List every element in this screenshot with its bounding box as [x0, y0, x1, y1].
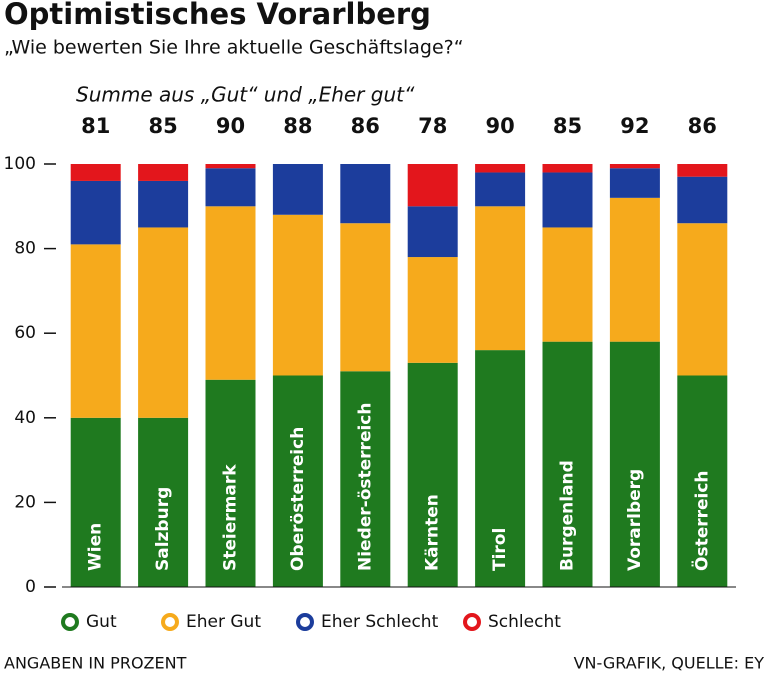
bar-segment — [407, 257, 458, 363]
bar-segment — [609, 197, 660, 342]
bar-segment — [407, 164, 458, 207]
y-tick-label: 100 — [4, 154, 36, 174]
sum-value: 85 — [553, 114, 582, 138]
bar-segment — [542, 341, 593, 587]
legend-marker — [463, 613, 481, 631]
bar-segment — [609, 164, 660, 169]
legend-marker — [296, 613, 314, 631]
bar-segment — [70, 417, 121, 587]
bar-segment — [70, 180, 121, 245]
bar-segment — [205, 168, 256, 207]
legend-marker — [61, 613, 79, 631]
bar-segment — [407, 206, 458, 258]
note: ANGABEN IN PROZENT — [4, 654, 187, 673]
legend-marker — [161, 613, 179, 631]
bar-segment — [475, 164, 526, 173]
bar-segment — [542, 227, 593, 342]
sum-value: 92 — [620, 114, 649, 138]
bar-segment — [475, 206, 526, 351]
y-tick-label: 80 — [14, 239, 36, 259]
chart-subtitle: „Wie bewerten Sie Ihre aktuelle Geschäft… — [4, 37, 464, 59]
legend-label: Eher Schlecht — [321, 612, 439, 632]
sum-value: 78 — [418, 114, 447, 138]
legend-label: Schlecht — [488, 612, 561, 632]
bar-segment — [542, 172, 593, 228]
y-tick-label: 0 — [25, 577, 36, 597]
sum-value: 86 — [688, 114, 717, 138]
sum-label: Summe aus „Gut“ und „Eher gut“ — [76, 83, 415, 107]
bar-segment — [205, 206, 256, 380]
bar-segment — [609, 168, 660, 198]
legend-label: Gut — [86, 612, 117, 632]
category-label: Vorarlberg — [625, 469, 645, 571]
bar-segment — [407, 362, 458, 587]
bar-segment — [609, 341, 660, 587]
sum-value: 88 — [283, 114, 312, 138]
bar-segment — [677, 223, 728, 376]
bar-segment — [138, 180, 189, 228]
bar-segment — [138, 227, 189, 418]
category-label: Kärnten — [423, 494, 443, 571]
y-tick-label: 60 — [14, 323, 36, 343]
bar-segment — [542, 164, 593, 173]
sum-value: 90 — [216, 114, 245, 138]
bar-segment — [340, 371, 391, 587]
chart-title: Optimistisches Vorarlberg — [4, 0, 431, 31]
bar-segment — [340, 223, 391, 372]
sum-value: 85 — [148, 114, 177, 138]
category-label: Steiermark — [221, 464, 241, 571]
category-label: Salzburg — [153, 487, 173, 571]
bar-segment — [138, 417, 189, 587]
category-label: Österreich — [690, 470, 712, 571]
legend-label: Eher Gut — [186, 612, 261, 632]
y-tick-label: 20 — [14, 492, 36, 512]
bar-segment — [70, 244, 121, 418]
y-tick-label: 40 — [14, 408, 36, 428]
bar-segment — [475, 172, 526, 207]
bar-segment — [272, 214, 323, 376]
category-label: Oberösterreich — [288, 427, 308, 571]
bar-segment — [677, 164, 728, 177]
category-label: Nieder-österreich — [355, 403, 375, 571]
category-label: Burgenland — [558, 460, 578, 571]
bar-segment — [70, 164, 121, 181]
bar-segment — [138, 164, 189, 181]
bar-segment — [205, 379, 256, 587]
sum-value: 86 — [351, 114, 380, 138]
bar-segment — [272, 375, 323, 587]
bar-segment — [272, 164, 323, 215]
bar-segment — [677, 375, 728, 587]
sum-value: 90 — [485, 114, 514, 138]
category-label: Wien — [86, 523, 106, 571]
bar-segment — [475, 350, 526, 587]
sum-value: 81 — [81, 114, 110, 138]
category-label: Tirol — [490, 528, 510, 571]
bar-segment — [205, 164, 256, 169]
bar-segment — [677, 176, 728, 224]
source: VN-GRAFIK, QUELLE: EY — [574, 654, 765, 673]
bar-segment — [340, 164, 391, 224]
